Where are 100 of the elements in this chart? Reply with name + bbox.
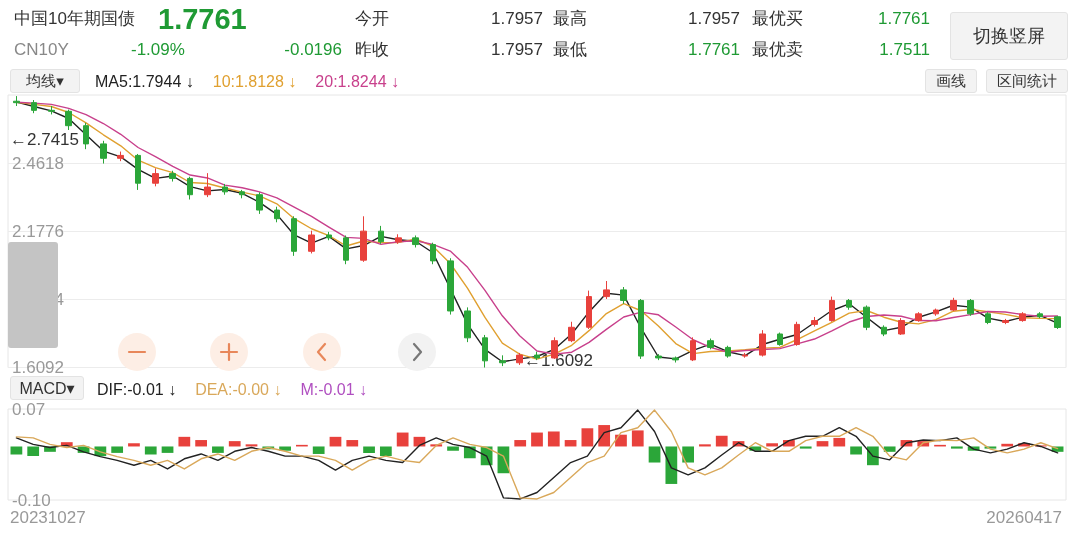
y-tick-label: 2.4618 [12,153,64,173]
bar [178,436,191,447]
candlestick [846,298,852,311]
bar [379,446,392,457]
bar [128,443,140,447]
candlestick [638,298,644,360]
candlestick [950,297,957,312]
text: 1.7957 [491,39,543,61]
candlestick [777,332,783,347]
candlestick [412,234,419,248]
candlestick [222,183,228,196]
candlestick [672,356,679,364]
candlestick [464,306,471,343]
text: 1.7957 [491,8,543,30]
text: 最优卖 [752,39,803,61]
candlestick [759,329,766,358]
candlestick [985,311,991,325]
text: 10:1.8128 ↓ [212,72,297,90]
text: 均线▾ [10,69,80,93]
text: 今开 [355,8,389,30]
candlestick [187,176,193,201]
candlestick [707,338,714,350]
candlestick [1019,311,1026,323]
candlestick [482,334,488,368]
text: 昨收 [355,39,389,61]
text: -0.0196 [284,39,342,61]
candlestick [274,206,280,223]
text: 切换竖屏 [950,12,1068,60]
y-tick-label: 0.07 [12,399,46,419]
text: 画线 [925,69,977,93]
bar [631,430,644,447]
text: 1.7511 [879,39,930,61]
candlestick [915,311,922,323]
text: 20:1.8244 ↓ [315,72,399,90]
bar [648,446,661,463]
bar [144,446,157,455]
bar [547,431,560,447]
bar [228,441,241,447]
bar [531,432,543,447]
candlestick [1037,311,1043,319]
bar [799,446,812,449]
annotation: ←2.7415 [10,129,79,151]
bar [212,446,224,453]
candlestick [430,242,436,265]
candlestick [360,215,367,263]
candlestick [291,215,297,257]
candlestick [326,231,332,241]
candlestick [655,353,662,361]
candlestick [152,167,159,187]
candlestick [863,304,870,331]
candlestick [690,336,696,362]
candlestick [603,280,610,300]
candlestick [378,225,384,245]
bar [161,446,174,453]
bar [850,446,862,455]
bar [699,444,711,447]
candlestick [620,286,627,305]
candlestick [967,298,974,317]
bar [447,446,459,451]
bar [581,428,594,447]
candlestick [31,99,37,114]
annotation: ←1.6092 [524,350,593,372]
text: 1.7761 [878,8,930,30]
text: M:-0.01 ↓ [300,380,368,398]
candlestick [516,352,523,366]
text: 20260417 [986,507,1062,529]
candlestick [586,290,592,330]
text: DIF:-0.01 ↓ [97,380,177,398]
bar [883,446,896,452]
text: 最低 [553,39,587,61]
candlestick [83,122,89,150]
bar [346,440,359,447]
bar [833,437,846,447]
candlestick [256,191,263,215]
bar [10,446,23,455]
text: 最优买 [752,8,803,30]
text: 区间统计 [986,69,1068,93]
candlestick [48,105,55,115]
chart-title: MACD▾ [10,376,84,400]
bar [766,443,778,447]
candlestick [65,109,72,131]
chart-subtitle: CN10Y [14,39,69,61]
bar [363,446,375,453]
candlestick [135,153,141,191]
candlestick [395,233,402,245]
text: 1.7761 [688,39,740,61]
text: DEA:-0.00 ↓ [195,380,282,398]
bar [195,440,207,447]
y-tick-label: 1.6092 [12,358,64,377]
text: 20231027 [10,507,86,529]
bar [27,446,40,457]
bar [867,446,879,466]
candlestick [1002,318,1009,325]
bar [950,446,963,449]
candlestick [239,189,245,199]
candlestick [881,324,887,337]
candlestick [898,317,905,336]
candlestick [742,352,748,359]
bar [682,446,695,463]
text: MA5:1.7944 ↓ [95,72,194,90]
